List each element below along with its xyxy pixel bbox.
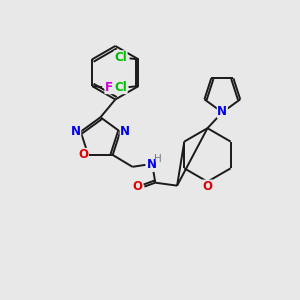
Text: O: O (133, 180, 142, 193)
Text: F: F (105, 81, 113, 94)
Text: Cl: Cl (114, 81, 127, 94)
Text: O: O (202, 180, 212, 193)
Text: H: H (154, 154, 162, 164)
Text: N: N (120, 125, 130, 138)
Text: N: N (217, 105, 227, 118)
Text: N: N (147, 158, 157, 171)
Text: O: O (78, 148, 88, 161)
Text: Cl: Cl (114, 51, 127, 64)
Text: N: N (71, 125, 81, 138)
